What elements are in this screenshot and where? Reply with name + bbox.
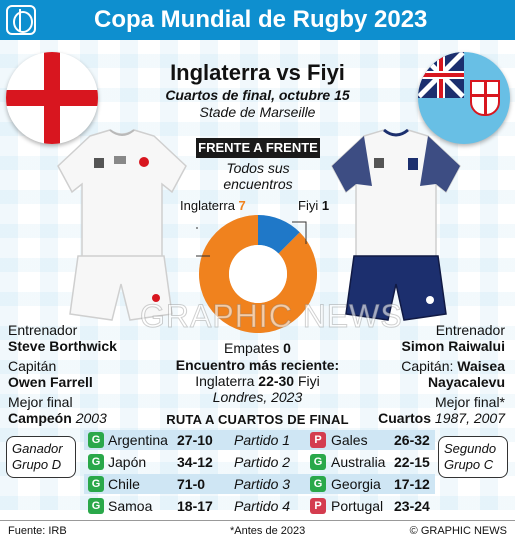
fiji-result-badge: P <box>310 432 326 448</box>
route-table: Ganador Grupo D Segundo Grupo C G Argent… <box>6 428 511 514</box>
england-score: 18-17 <box>177 498 213 514</box>
match-number: Partido 2 <box>234 454 291 470</box>
fiji-result-badge: P <box>310 498 326 514</box>
head-to-head-donut-chart <box>196 215 317 333</box>
fiji-group-line1: Segundo <box>444 441 497 456</box>
fiji-shorts-icon <box>345 255 447 321</box>
fiji-result-badge: G <box>310 476 326 492</box>
route-row-3: G Chile 71-0 Partido 3 G Georgia 17-12 <box>84 474 435 494</box>
england-flag-icon <box>6 52 98 144</box>
fiji-score: 22-15 <box>394 454 430 470</box>
footer-credit: © GRAPHIC NEWS <box>409 525 507 537</box>
head-to-head-caption: Todos sus encuentros <box>196 160 320 192</box>
fiji-captain-first: Waisea <box>457 358 505 374</box>
fiji-group-box: Segundo Grupo C <box>438 436 508 478</box>
england-captain-name: Owen Farrell <box>8 374 93 390</box>
recent-team-left: Inglaterra <box>195 373 255 389</box>
england-group-line1: Ganador <box>12 441 63 456</box>
route-row-2: G Japón 34-12 Partido 2 G Australia 22-1… <box>84 452 435 472</box>
fiji-opponent: Georgia <box>331 476 381 492</box>
england-wins-slice <box>199 215 317 333</box>
fiji-captain-last: Nayacalevu <box>427 374 505 390</box>
fiji-wins-value: 1 <box>321 198 330 213</box>
match-venue: Stade de Marseille <box>199 104 316 120</box>
rugby-world-cup-logo-icon <box>6 5 36 35</box>
england-wins-team: Inglaterra <box>180 198 235 213</box>
england-score: 34-12 <box>177 454 213 470</box>
route-row-4: G Samoa 18-17 Partido 4 P Portugal 23-24 <box>84 496 435 516</box>
recent-match-score: Inglaterra 22-30 Fiyi <box>0 373 515 389</box>
match-subtitle: Cuartos de final, octubre 15 <box>165 87 350 103</box>
england-shorts-icon <box>69 255 173 321</box>
draws-value: 0 <box>283 340 291 356</box>
fiji-opponent: Australia <box>331 454 386 470</box>
england-opponent: Argentina <box>108 432 168 448</box>
recent-score-value: 22-30 <box>258 373 295 389</box>
caption-line-1: Todos sus <box>226 160 290 176</box>
fiji-captain-label: Capitán: <box>401 358 454 374</box>
fiji-score: 17-12 <box>394 476 430 492</box>
england-wins-label: Inglaterra 7 <box>180 198 246 213</box>
fiji-wins-team: Fiyi <box>298 198 319 213</box>
fiji-wins-slice <box>257 215 300 255</box>
england-best-finish: Campeón 2003 <box>8 410 107 427</box>
england-result-badge: G <box>88 432 104 448</box>
fiji-best-label: Mejor final* <box>434 394 505 410</box>
footer-source: Fuente: IRB <box>8 525 67 537</box>
fiji-best-years: 1987, 2007 <box>434 410 505 426</box>
england-opponent: Chile <box>108 476 140 492</box>
draws-line: Empates 0 <box>0 340 515 356</box>
match-title: Inglaterra vs Fiyi <box>170 60 345 85</box>
england-best-label: Mejor final <box>8 394 73 410</box>
england-captain-label: Capitán <box>8 358 57 374</box>
fiji-result-badge: G <box>310 454 326 470</box>
england-group-line2: Grupo D <box>12 457 62 472</box>
fiji-score: 26-32 <box>394 432 430 448</box>
england-result-badge: G <box>88 498 104 514</box>
caption-line-2: encuentros <box>223 176 293 192</box>
england-result-badge: G <box>88 454 104 470</box>
england-coach-name: Steve Borthwick <box>8 338 117 354</box>
england-shirt-icon <box>57 129 187 263</box>
route-row-1: G Argentina 27-10 Partido 1 P Gales 26-3… <box>84 430 435 450</box>
draws-label: Empates <box>224 340 280 356</box>
england-score: 27-10 <box>177 432 213 448</box>
england-coach-label: Entrenador <box>8 322 78 338</box>
fiji-wins-label: Fiyi 1 <box>298 198 329 213</box>
match-number: Partido 4 <box>234 498 291 514</box>
fiji-score: 23-24 <box>394 498 430 514</box>
fiji-group-line2: Grupo C <box>444 457 494 472</box>
recent-team-right: Fiyi <box>297 373 320 389</box>
head-to-head-badge: FRENTE A FRENTE <box>196 138 320 158</box>
england-opponent: Japón <box>108 454 147 470</box>
fiji-flag-icon <box>418 52 510 144</box>
fiji-opponent: Portugal <box>331 498 384 514</box>
fiji-best-value: Cuartos <box>378 410 432 426</box>
fiji-coach-name: Simon Raiwalui <box>401 338 505 354</box>
match-number: Partido 3 <box>234 476 291 492</box>
fiji-opponent: Gales <box>331 432 368 448</box>
footer: Fuente: IRB *Antes de 2023 © GRAPHIC NEW… <box>0 520 515 540</box>
header-bar: Copa Mundial de Rugby 2023 <box>0 0 515 40</box>
england-score: 71-0 <box>177 476 206 492</box>
fiji-best-finish: Cuartos 1987, 2007 <box>378 410 505 427</box>
england-opponent: Samoa <box>108 498 153 514</box>
england-group-box: Ganador Grupo D <box>6 436 76 478</box>
route-heading: RUTA A CUARTOS DE FINAL <box>166 412 349 427</box>
fiji-shirt-icon <box>331 128 461 263</box>
recent-match-heading: Encuentro más reciente: <box>175 357 340 373</box>
footer-note: *Antes de 2023 <box>230 525 306 537</box>
match-number: Partido 1 <box>234 432 291 448</box>
england-best-value: Campeón <box>8 410 72 426</box>
watermark: GRAPHIC NEWS <box>140 298 403 335</box>
england-best-years: 2003 <box>75 410 107 426</box>
england-result-badge: G <box>88 476 104 492</box>
fiji-coach-label: Entrenador <box>435 322 505 338</box>
fiji-captain-line: Capitán: Waisea <box>401 358 505 375</box>
england-wins-value: 7 <box>238 198 246 213</box>
recent-match-place: Londres, 2023 <box>212 389 303 405</box>
page-title: Copa Mundial de Rugby 2023 <box>94 6 428 33</box>
